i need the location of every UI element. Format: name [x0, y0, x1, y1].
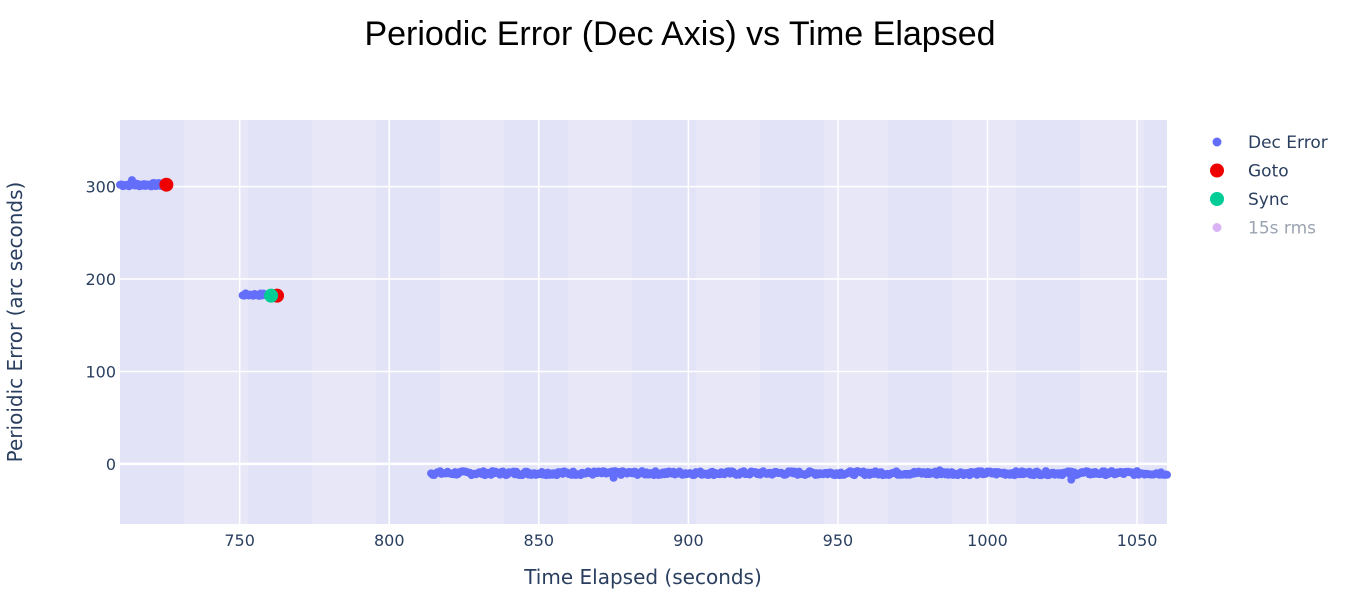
x-axis-ticks: 750 800 850 900 950 1000 1050 [224, 531, 1157, 550]
legend-label: Sync [1248, 190, 1289, 210]
background-band [760, 120, 824, 524]
background-band [568, 120, 632, 524]
background-band [504, 120, 568, 524]
legend-marker [1212, 137, 1222, 147]
y-tick-label: 100 [85, 362, 116, 381]
legend-item-goto[interactable]: Goto [1210, 162, 1289, 182]
background-band [696, 120, 760, 524]
data-markers [116, 176, 1171, 484]
background-band [248, 120, 312, 524]
dec-error-point [935, 466, 944, 475]
background-band [952, 120, 1016, 524]
legend: Dec Error Goto Sync 15s rms [1210, 133, 1328, 239]
dec-error-point [609, 473, 618, 482]
x-tick-label: 750 [224, 531, 255, 550]
dec-error-point [1067, 475, 1076, 484]
background-band [1080, 120, 1144, 524]
gridlines [120, 120, 1167, 524]
x-axis-title: Time Elapsed (seconds) [523, 565, 762, 589]
legend-item-dec-error[interactable]: Dec Error [1212, 133, 1328, 153]
background-band [312, 120, 376, 524]
background-band [440, 120, 504, 524]
x-tick-label: 1000 [967, 531, 1008, 550]
legend-marker [1210, 163, 1224, 178]
legend-label: 15s rms [1248, 219, 1316, 239]
background-band [632, 120, 696, 524]
y-tick-label: 300 [85, 178, 116, 197]
x-tick-label: 1050 [1117, 531, 1158, 550]
dec-error-point [127, 176, 136, 185]
chart-title: Periodic Error (Dec Axis) vs Time Elapse… [364, 15, 995, 53]
goto-point [159, 177, 174, 192]
background-band [888, 120, 952, 524]
background-band [1144, 120, 1167, 524]
background-band [1016, 120, 1080, 524]
legend-label: Dec Error [1248, 133, 1328, 153]
x-tick-label: 800 [374, 531, 405, 550]
legend-item-sync[interactable]: Sync [1210, 190, 1289, 210]
legend-marker [1212, 223, 1222, 232]
dec-error-point [1163, 470, 1171, 479]
legend-item-15s-rms[interactable]: 15s rms [1212, 219, 1317, 239]
sync-point [264, 288, 279, 303]
background-bands [120, 120, 1167, 524]
y-axis-ticks: 0 100 200 300 [85, 178, 116, 474]
legend-marker [1210, 192, 1224, 206]
y-axis-title: Perioidic Error (arc seconds) [3, 182, 27, 463]
y-tick-label: 0 [106, 455, 116, 474]
background-band [376, 120, 440, 524]
x-tick-label: 950 [823, 531, 854, 550]
background-band [824, 120, 888, 524]
y-tick-label: 200 [85, 270, 116, 289]
legend-label: Goto [1248, 162, 1289, 182]
x-tick-label: 850 [524, 531, 555, 550]
background-band [184, 120, 248, 524]
x-tick-label: 900 [673, 531, 704, 550]
